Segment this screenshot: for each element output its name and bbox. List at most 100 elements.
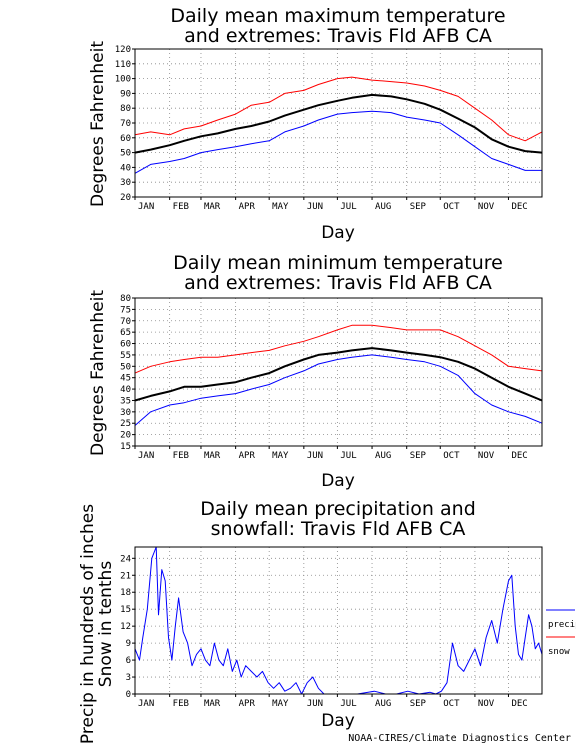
plot-frame [134, 297, 543, 447]
x-tick-label: OCT [443, 451, 460, 461]
x-tick-label: SEP [410, 451, 427, 461]
y-tick-label: 35 [120, 396, 131, 406]
x-tick-label: DEC [511, 451, 527, 461]
x-tick-label: NOV [478, 202, 495, 212]
x-tick-label: NOV [478, 699, 495, 709]
y-tick-label: 30 [120, 178, 131, 188]
x-tick-label: APR [239, 202, 256, 212]
y-tick-label: 60 [120, 134, 131, 144]
x-tick-label: SEP [410, 699, 427, 709]
series-line-precip [134, 546, 543, 695]
series-line-max [134, 324, 543, 374]
y-tick-label: 12 [120, 622, 131, 632]
x-tick-label: FEB [173, 699, 189, 709]
x-tick-label: AUG [375, 699, 391, 709]
x-tick-label: MAY [272, 202, 289, 212]
plot-frame [134, 546, 543, 695]
y-tick-label: 21 [120, 571, 131, 581]
x-tick-label: AUG [375, 451, 391, 461]
y-tick-label: 110 [115, 60, 131, 70]
chart-title-line-2: and extremes: Travis Fld AFB CA [184, 272, 492, 294]
x-axis-label: Day [321, 223, 355, 243]
y-tick-label: 45 [120, 374, 131, 384]
x-axis-label: Day [321, 711, 355, 731]
x-tick-label: MAR [204, 451, 221, 461]
chart-title-line-1: Daily mean precipitation and [200, 498, 476, 520]
x-tick-label: JUN [307, 202, 323, 212]
x-tick-label: MAR [204, 202, 221, 212]
x-tick-label: SEP [410, 202, 427, 212]
series-line-min [134, 110, 542, 174]
y-tick-label: 40 [120, 163, 131, 173]
y-axis-label: Degrees Fahrenheit [88, 290, 108, 456]
x-tick-label: OCT [443, 699, 460, 709]
x-tick-label: JUL [340, 699, 356, 709]
x-tick-label: DEC [511, 202, 527, 212]
x-axis-label: Day [321, 471, 355, 491]
series-line-min [134, 354, 543, 426]
y-tick-label: 70 [120, 119, 131, 129]
y-tick-label: 50 [120, 149, 131, 159]
x-tick-label: MAY [272, 699, 289, 709]
min-temperature-chart: Daily mean minimum temperature and extre… [88, 252, 543, 491]
y-tick-label: 75 [120, 305, 131, 315]
plot-frame [134, 48, 543, 198]
x-tick-label: JAN [138, 699, 154, 709]
x-tick-label: APR [239, 451, 256, 461]
x-tick-label: DEC [511, 699, 527, 709]
x-tick-label: APR [239, 699, 256, 709]
y-tick-label: 6 [126, 656, 131, 666]
credit-footer: NOAA-CIRES/Climate Diagnostics Center [348, 733, 571, 744]
x-tick-label: JAN [138, 451, 154, 461]
x-tick-label: AUG [375, 202, 391, 212]
y-tick-label: 40 [120, 385, 131, 395]
legend-label-snow: snow [548, 647, 570, 657]
y-tick-label: 80 [120, 104, 131, 114]
legend-label-precip: precip [548, 620, 576, 630]
x-tick-label: JUN [307, 451, 323, 461]
chart-title-line-1: Daily mean maximum temperature [170, 5, 505, 27]
chart-title-line-1: Daily mean minimum temperature [173, 252, 503, 274]
x-tick-label: FEB [173, 202, 189, 212]
y-tick-label: 65 [120, 328, 131, 338]
y-tick-label: 100 [115, 75, 131, 85]
series-line-mean [134, 347, 543, 402]
x-tick-label: MAY [272, 451, 289, 461]
y-tick-label: 120 [115, 45, 131, 55]
y-tick-label: 18 [120, 588, 131, 598]
x-tick-label: OCT [443, 202, 460, 212]
y-tick-label: 90 [120, 89, 131, 99]
x-tick-label: JUL [340, 202, 356, 212]
y-axis-label-line-1: Precip in hundreds of inches [78, 504, 98, 744]
y-tick-label: 25 [120, 419, 131, 429]
y-tick-label: 30 [120, 408, 131, 418]
y-tick-label: 50 [120, 362, 131, 372]
y-tick-label: 0 [126, 690, 131, 700]
x-tick-label: FEB [173, 451, 189, 461]
y-tick-label: 3 [126, 673, 131, 683]
series-line-mean [134, 93, 543, 154]
y-tick-label: 15 [120, 442, 131, 452]
series-line-max [134, 76, 543, 142]
y-tick-label: 80 [120, 294, 131, 304]
x-tick-label: JUN [307, 699, 323, 709]
chart-title-line-2: and extremes: Travis Fld AFB CA [184, 25, 492, 47]
y-axis-label: Degrees Fahrenheit [88, 41, 108, 207]
y-tick-label: 20 [120, 193, 131, 203]
x-tick-label: NOV [478, 451, 495, 461]
x-tick-label: JUL [340, 451, 356, 461]
y-tick-label: 20 [120, 431, 131, 441]
y-tick-label: 9 [126, 639, 131, 649]
y-tick-label: 55 [120, 351, 131, 361]
x-tick-label: MAR [204, 699, 221, 709]
precipitation-chart: Daily mean precipitation and snowfall: T… [78, 498, 576, 744]
y-axis-label-line-2: Snow in tenths [96, 561, 116, 688]
y-tick-label: 60 [120, 340, 131, 350]
y-tick-label: 15 [120, 605, 131, 615]
max-temperature-chart: Daily mean maximum temperature and extre… [88, 5, 543, 243]
y-tick-label: 70 [120, 317, 131, 327]
y-tick-label: 24 [120, 554, 131, 564]
x-tick-label: JAN [138, 202, 154, 212]
chart-title-line-2: snowfall: Travis Fld AFB CA [211, 518, 466, 540]
